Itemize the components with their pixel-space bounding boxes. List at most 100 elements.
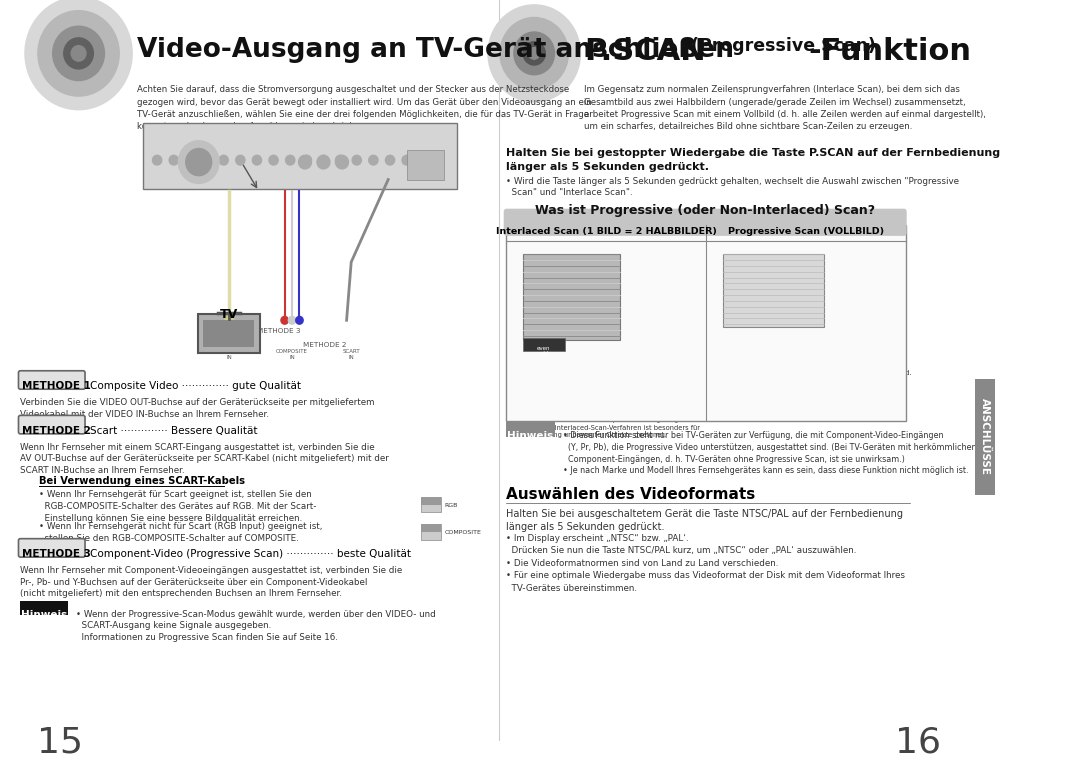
FancyBboxPatch shape [723,254,824,327]
Text: • Im Display erscheint „NTSC“ bzw. „PAL‘.
  Drücken Sie nun die Taste NTSC/PAL k: • Im Display erscheint „NTSC“ bzw. „PAL‘… [507,534,905,593]
Text: Halten Sie bei gestoppter Wiedergabe die Taste P.SCAN auf der Fernbedienung
läng: Halten Sie bei gestoppter Wiedergabe die… [507,147,1000,172]
Circle shape [296,317,303,324]
FancyBboxPatch shape [420,497,441,504]
Text: Wenn Ihr Fernseher mit einem SCART-Eingang ausgestattet ist, verbinden Sie die
A: Wenn Ihr Fernseher mit einem SCART-Einga… [21,443,389,475]
Text: COMPOSITE: COMPOSITE [445,530,482,536]
FancyBboxPatch shape [407,150,444,179]
Text: • Wenn Ihr Fernsehgerät für Scart geeignet ist, stellen Sie den
  RGB-COMPOSITE-: • Wenn Ihr Fernsehgerät für Scart geeign… [39,490,316,523]
Text: COMPOSITE
IN: COMPOSITE IN [276,349,308,360]
FancyBboxPatch shape [507,422,554,436]
Text: VIDEO
IN: VIDEO IN [220,349,238,360]
FancyBboxPatch shape [144,124,458,189]
Text: Hinweis: Hinweis [22,610,67,620]
Circle shape [336,156,349,169]
Circle shape [488,5,580,102]
Circle shape [523,42,545,65]
Circle shape [269,156,279,165]
FancyBboxPatch shape [203,320,254,347]
Text: ANSCHLÜSSE: ANSCHLÜSSE [981,398,990,475]
Text: SCART
IN: SCART IN [342,349,360,360]
Text: Progressive Scan (VOLLBILD): Progressive Scan (VOLLBILD) [728,227,885,236]
Text: METHODE 3: METHODE 3 [257,328,300,334]
Circle shape [386,156,394,165]
Text: Halten Sie bei ausgeschaltetem Gerät die Taste NTSC/PAL auf der Fernbedienung
lä: Halten Sie bei ausgeschaltetem Gerät die… [507,509,904,532]
Text: Composite Video ·············· gute Qualität: Composite Video ·············· gute Qual… [90,382,300,391]
FancyBboxPatch shape [503,208,907,236]
Text: P.SCAN: P.SCAN [584,37,705,66]
Text: Video-Ausgang an TV-Gerät anschließen: Video-Ausgang an TV-Gerät anschließen [137,37,733,63]
Text: Was ist Progressive (oder Non-Interlaced) Scan?: Was ist Progressive (oder Non-Interlaced… [535,204,875,217]
Circle shape [53,26,105,81]
Text: Bei Verwendung eines SCART-Kabels: Bei Verwendung eines SCART-Kabels [39,475,245,485]
Text: Scart ·············· Bessere Qualität: Scart ·············· Bessere Qualität [90,426,257,436]
Text: Wenn Ihr Fernseher mit Component-Videoeingängen ausgestattet ist, verbinden Sie : Wenn Ihr Fernseher mit Component-Videoei… [21,566,403,598]
Text: METHODE 3: METHODE 3 [23,549,91,559]
Circle shape [186,149,212,175]
FancyBboxPatch shape [18,415,85,434]
Text: METHODE 2: METHODE 2 [303,342,347,348]
Text: • Wird die Taste länger als 5 Sekunden gedrückt gehalten, wechselt die Auswahl z: • Wird die Taste länger als 5 Sekunden g… [507,177,959,198]
Text: • Diese Funktion steht nur bei TV-Geräten zur Verfügung, die mit Component-Video: • Diese Funktion steht nur bei TV-Geräte… [563,431,976,475]
Circle shape [514,32,554,75]
Text: • Wenn Ihr Fernsehgerät nicht für Scart (RGB Input) geeignet ist,
  stellen Sie : • Wenn Ihr Fernsehgerät nicht für Scart … [39,522,322,543]
Circle shape [178,140,219,183]
Circle shape [186,156,195,165]
Circle shape [319,156,328,165]
Circle shape [235,156,245,165]
Text: Hinweis: Hinweis [508,431,554,441]
Text: 15: 15 [37,726,83,760]
Text: Im Gegensatz zum normalen Zeilensprungverfahren (Interlace Scan), bei dem sich d: Im Gegensatz zum normalen Zeilensprungve… [584,85,986,131]
Text: Component-Video (Progressive Scan) ·············· beste Qualität: Component-Video (Progressive Scan) ·····… [90,549,410,559]
Circle shape [352,156,362,165]
Circle shape [71,46,86,61]
FancyBboxPatch shape [18,371,85,389]
Circle shape [402,156,411,165]
FancyBboxPatch shape [21,600,68,615]
Circle shape [64,38,93,69]
Circle shape [368,156,378,165]
FancyBboxPatch shape [523,254,620,340]
Text: (Progressive Scan): (Progressive Scan) [691,37,876,55]
Text: Achten Sie darauf, dass die Stromversorgung ausgeschaltet und der Stecker aus de: Achten Sie darauf, dass die Stromversorg… [137,85,592,131]
Circle shape [219,156,228,165]
Text: METHODE 1: METHODE 1 [202,332,246,338]
Text: Beim Zeilensprungverfahren (Interlaced Scan) besteht
das Bild aus zwei ineinande: Beim Zeilensprungverfahren (Interlaced S… [511,349,700,439]
Text: -Funktion: -Funktion [809,37,972,66]
Circle shape [298,156,311,169]
Text: even
odd: even odd [537,346,550,356]
FancyBboxPatch shape [975,378,996,495]
Circle shape [38,11,119,96]
Circle shape [529,47,540,60]
Text: METHODE 2: METHODE 2 [23,426,91,436]
Circle shape [25,0,132,110]
FancyBboxPatch shape [420,524,441,532]
Circle shape [419,156,428,165]
FancyBboxPatch shape [198,314,259,353]
Circle shape [336,156,345,165]
Text: Auswählen des Videoformats: Auswählen des Videoformats [507,488,756,502]
Text: Verbinden Sie die VIDEO OUT-Buchse auf der Geräterückseite per mitgeliefertem
Vi: Verbinden Sie die VIDEO OUT-Buchse auf d… [21,398,375,419]
FancyBboxPatch shape [420,524,441,539]
Text: Das Progressive-Scan-Verfahren (Fortlaufende
Abtastung) tastet ein Video-Vollbil: Das Progressive-Scan-Verfahren (Fortlauf… [711,332,912,391]
Circle shape [288,317,296,324]
Circle shape [170,156,178,165]
Circle shape [302,156,311,165]
FancyBboxPatch shape [420,497,441,513]
Circle shape [318,156,330,169]
Text: 16: 16 [894,726,941,760]
Text: • Wenn der Progressive-Scan-Modus gewählt wurde, werden über den VIDEO- und
  SC: • Wenn der Progressive-Scan-Modus gewähl… [76,610,435,642]
Circle shape [500,18,568,89]
FancyBboxPatch shape [523,338,565,351]
Circle shape [285,156,295,165]
Circle shape [152,156,162,165]
Text: TV: TV [219,307,238,320]
Circle shape [253,156,261,165]
Text: RGB: RGB [445,503,458,508]
Circle shape [225,315,234,325]
FancyBboxPatch shape [18,539,85,557]
Circle shape [202,156,212,165]
Circle shape [281,317,288,324]
Text: METHODE 1: METHODE 1 [23,382,91,391]
Text: Interlaced Scan (1 BILD = 2 HALBBILDER): Interlaced Scan (1 BILD = 2 HALBBILDER) [496,227,717,236]
FancyBboxPatch shape [507,225,906,421]
